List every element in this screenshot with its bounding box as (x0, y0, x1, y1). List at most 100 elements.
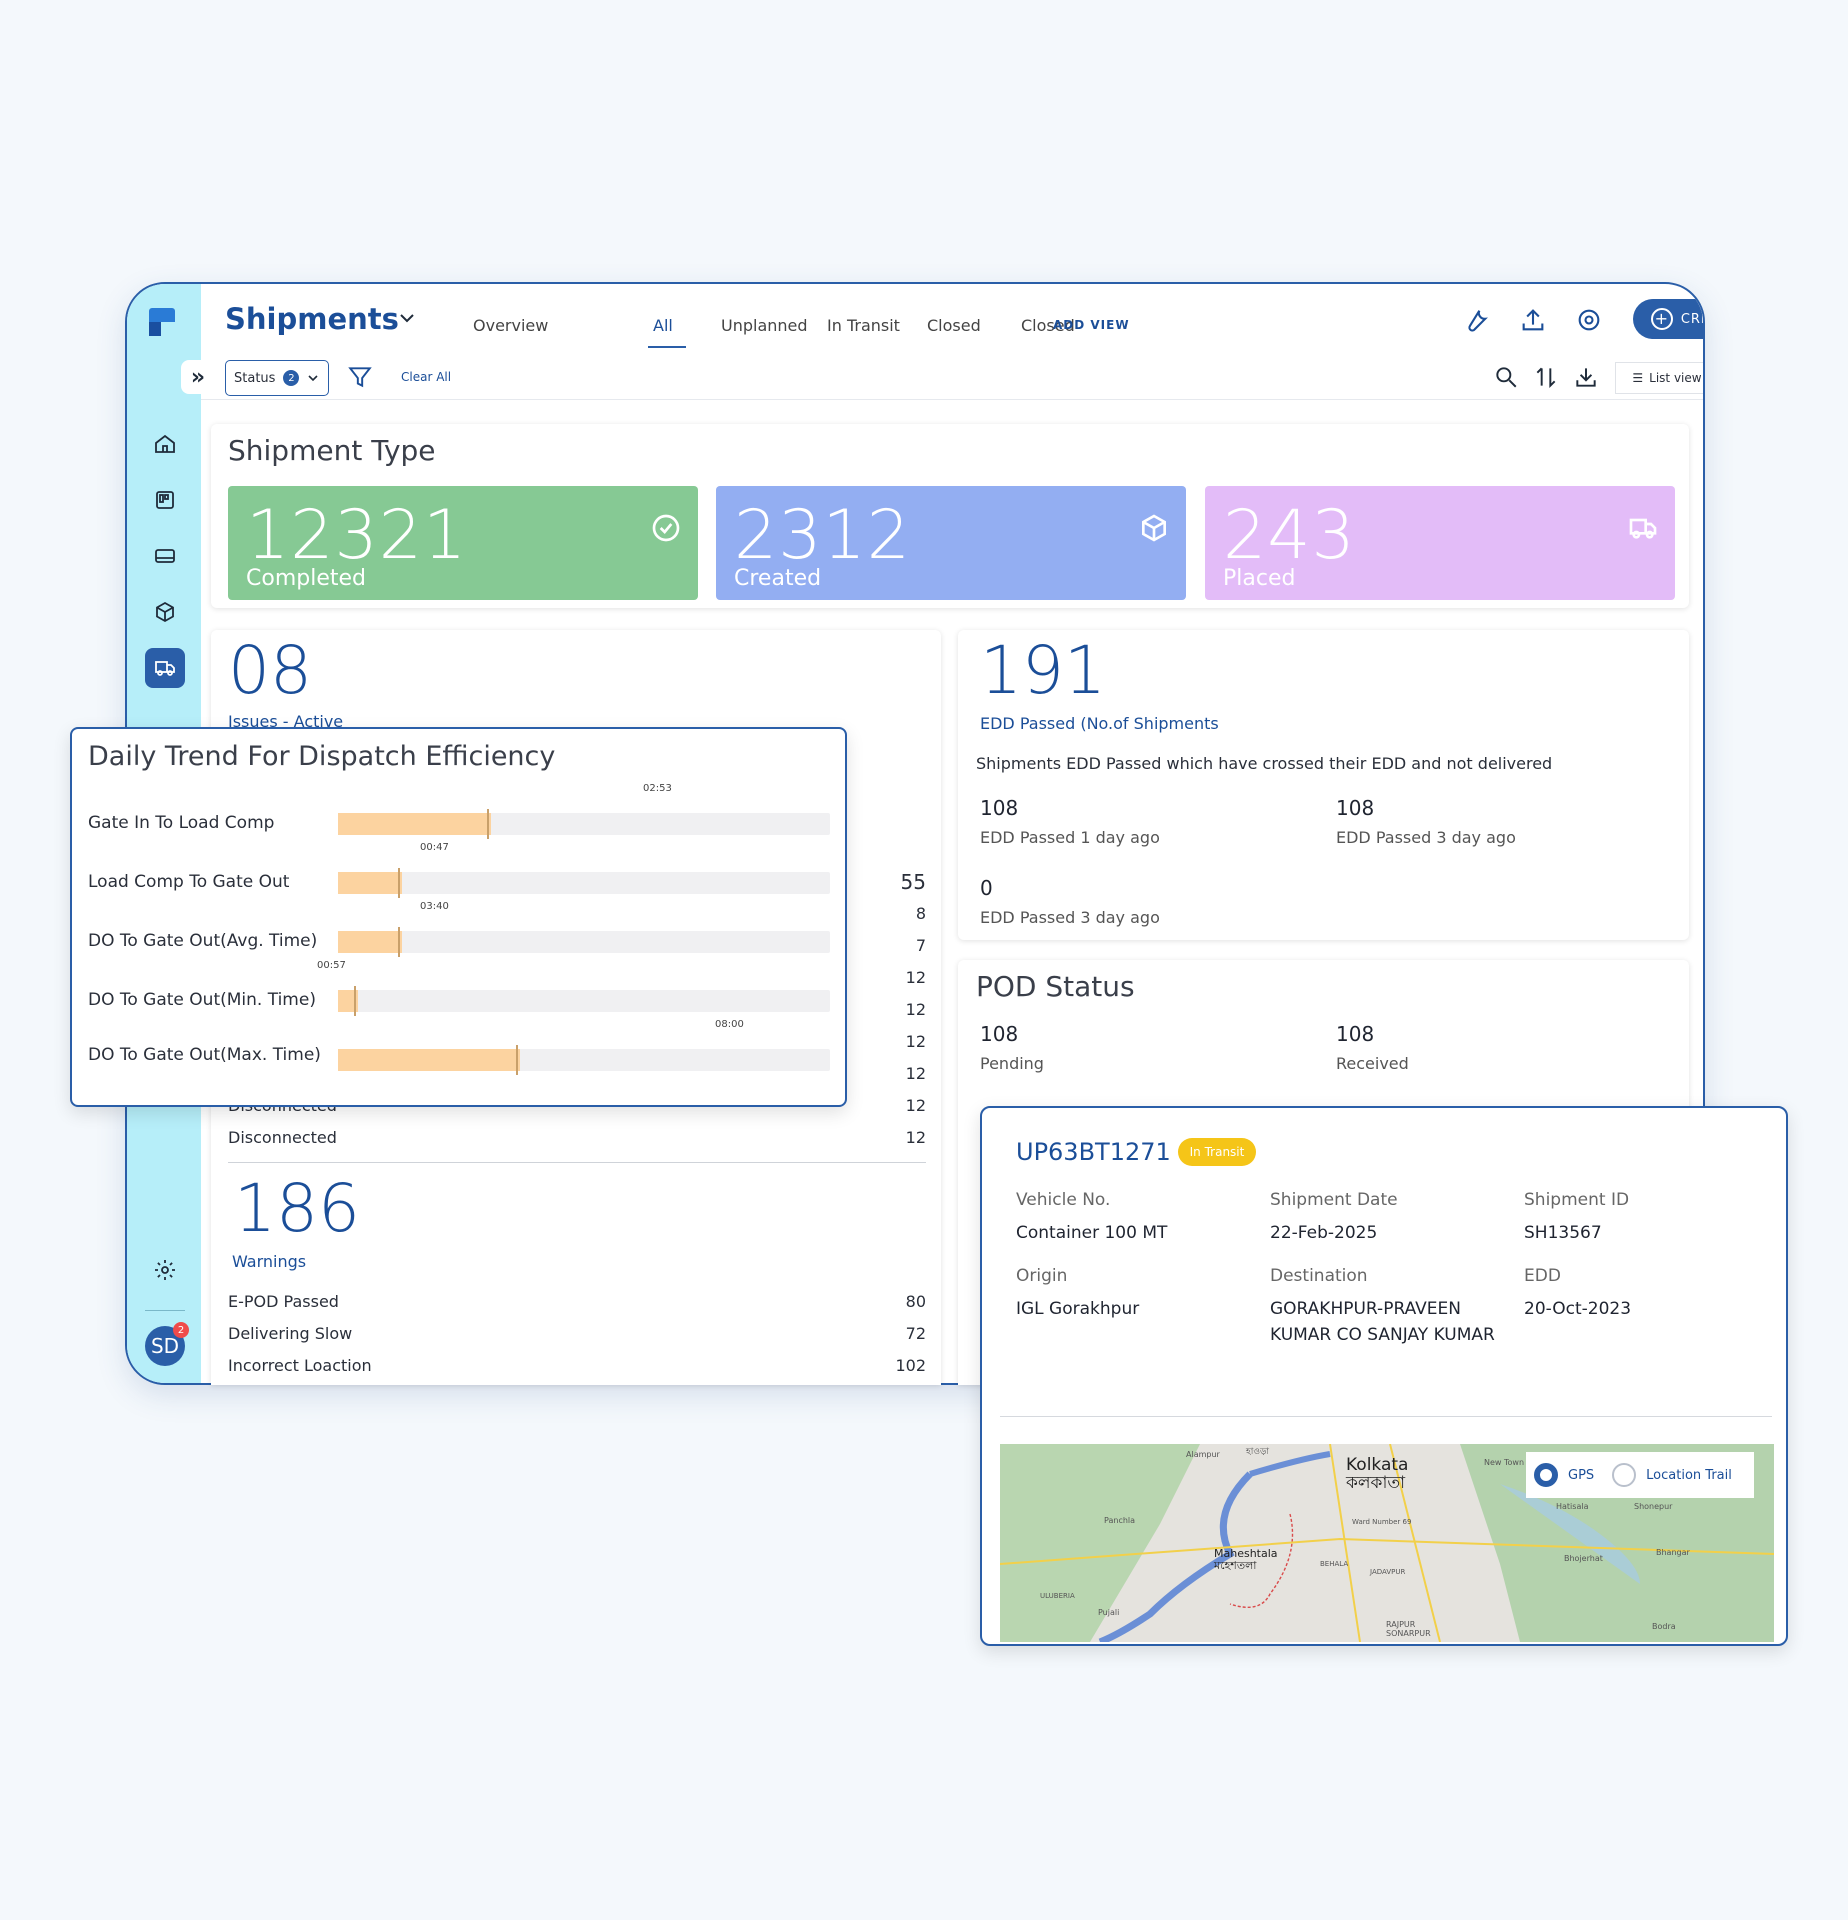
shipment-type-title: Shipment Type (228, 434, 436, 467)
warning-row-value: 102 (895, 1356, 926, 1375)
list-view-label: List view (1649, 371, 1702, 385)
trend-bar-fill (338, 872, 402, 894)
field-label: Destination (1270, 1266, 1368, 1286)
map-label: Bhangar (1656, 1548, 1690, 1557)
gps-radio[interactable] (1534, 1463, 1558, 1487)
edd-card (958, 630, 1689, 940)
field-value: SH13567 (1524, 1223, 1602, 1243)
issue-value: 8 (915, 904, 926, 923)
edd-item-value: 0 (980, 876, 993, 900)
edd-item-value: 108 (1336, 796, 1375, 820)
map-label: New Town (1484, 1458, 1525, 1467)
map-label: Bhojerhat (1564, 1554, 1603, 1563)
warning-row-value: 80 (905, 1292, 926, 1311)
trend-row-label: Gate In To Load Comp (88, 813, 275, 833)
vehicle-divider (1000, 1416, 1772, 1417)
trend-row-label: DO To Gate Out(Avg. Time) (88, 931, 318, 951)
clear-all-link[interactable]: Clear All (401, 370, 452, 384)
tab-all[interactable]: All (653, 316, 673, 335)
edd-description: Shipments EDD Passed which have crossed … (976, 754, 1553, 773)
settings-icon[interactable] (145, 1250, 185, 1290)
daily-trend-card: Daily Trend For Dispatch Efficiency Gate… (70, 727, 847, 1107)
map-legend: GPS Location Trail (1526, 1452, 1754, 1498)
trend-bar-fill (338, 931, 402, 953)
top-bar: Shipments Overview All Unplanned In Tran… (201, 284, 1703, 354)
tab-closed[interactable]: Closed (927, 316, 981, 335)
pod-item-label: Received (1336, 1054, 1409, 1073)
issue-value: 12 (905, 968, 926, 987)
map-label: ULUBERIA (1040, 1592, 1075, 1600)
home-icon[interactable] (145, 424, 185, 464)
completed-tile[interactable]: 12321 Completed (228, 486, 698, 600)
chevron-down-icon[interactable] (397, 308, 417, 328)
gear-icon[interactable] (1575, 306, 1603, 334)
create-button[interactable]: + CREATE (1633, 299, 1703, 339)
status-filter-dropdown[interactable]: Status 2 (225, 360, 329, 396)
issues-divider (228, 1162, 926, 1163)
expand-sidebar-icon[interactable]: » (181, 360, 215, 394)
sidebar-divider (145, 1310, 185, 1311)
trend-row-label: DO To Gate Out(Max. Time) (88, 1045, 321, 1065)
map-label: JADAVPUR (1370, 1568, 1406, 1576)
truck-icon[interactable] (145, 648, 185, 688)
app-logo[interactable] (149, 308, 177, 336)
edd-count: 191 (980, 632, 1106, 709)
warning-row-label: Delivering Slow (228, 1324, 353, 1343)
created-tile[interactable]: 2312 Created (716, 486, 1186, 600)
route-map[interactable]: Kolkata কলকাতা Maheshtala মহেশতলা Alampur … (1000, 1444, 1774, 1642)
field-label: Origin (1016, 1266, 1068, 1286)
check-circle-icon (650, 512, 682, 544)
box-icon[interactable] (145, 592, 185, 632)
search-icon[interactable] (1493, 364, 1519, 390)
gps-label: GPS (1568, 1467, 1595, 1483)
field-value: 20-Oct-2023 (1524, 1299, 1632, 1319)
issue-row-value: 12 (905, 1128, 926, 1147)
add-view-link[interactable]: ADD VIEW (1053, 318, 1130, 332)
trend-bar-fill (338, 990, 358, 1012)
trend-bar-track (338, 986, 830, 1016)
edd-item-label: EDD Passed 3 day ago (1336, 828, 1516, 847)
trend-time-label: 00:47 (420, 842, 449, 853)
trend-bar-marker (354, 986, 356, 1016)
upload-icon[interactable] (1519, 306, 1547, 334)
download-icon[interactable] (1573, 364, 1599, 390)
edd-item-value: 108 (980, 796, 1019, 820)
placed-label: Placed (1223, 566, 1296, 591)
vehicle-number[interactable]: UP63BT1271 (1016, 1138, 1171, 1166)
wrench-icon[interactable] (1463, 306, 1491, 334)
issue-value: 12 (905, 1032, 926, 1051)
trend-time-label: 03:40 (420, 901, 449, 912)
filter-bar: » Status 2 Clear All ☰ List view ⌄ (181, 354, 1703, 400)
issue-row-value: 12 (905, 1096, 926, 1115)
board-icon[interactable] (145, 480, 185, 520)
map-label: Panchla (1104, 1516, 1136, 1525)
issues-label: Issues - Active (228, 712, 344, 731)
trend-row-label: DO To Gate Out(Min. Time) (88, 990, 316, 1010)
trend-bar-track (338, 868, 830, 898)
issue-value: 12 (905, 1064, 926, 1083)
completed-label: Completed (246, 566, 366, 591)
trend-bar-marker (487, 809, 489, 839)
tab-in-transit[interactable]: In Transit (827, 316, 900, 335)
field-label: EDD (1524, 1266, 1561, 1286)
sort-icon[interactable] (1533, 364, 1559, 390)
list-view-button[interactable]: ☰ List view (1615, 362, 1703, 394)
card-icon[interactable] (145, 536, 185, 576)
created-label: Created (734, 566, 822, 591)
tab-overview[interactable]: Overview (473, 316, 549, 335)
list-icon: ☰ (1632, 371, 1644, 385)
location-trail-radio[interactable] (1612, 1463, 1637, 1487)
map-label: Hatisala (1556, 1502, 1589, 1511)
tab-unplanned[interactable]: Unplanned (721, 316, 808, 335)
map-label: Alampur (1186, 1450, 1220, 1459)
status-count-badge: 2 (283, 370, 300, 386)
placed-count: 243 (1223, 496, 1356, 575)
field-value: IGL Gorakhpur (1016, 1299, 1140, 1319)
tab-closed-2[interactable]: Closed (1021, 316, 1075, 335)
issue-row-label: Disconnected (228, 1128, 337, 1147)
active-tab-indicator (648, 346, 686, 348)
page-title: Shipments (225, 302, 399, 336)
trend-bar-marker (398, 927, 400, 957)
filter-icon[interactable] (347, 364, 373, 390)
placed-tile[interactable]: 243 Placed (1205, 486, 1675, 600)
